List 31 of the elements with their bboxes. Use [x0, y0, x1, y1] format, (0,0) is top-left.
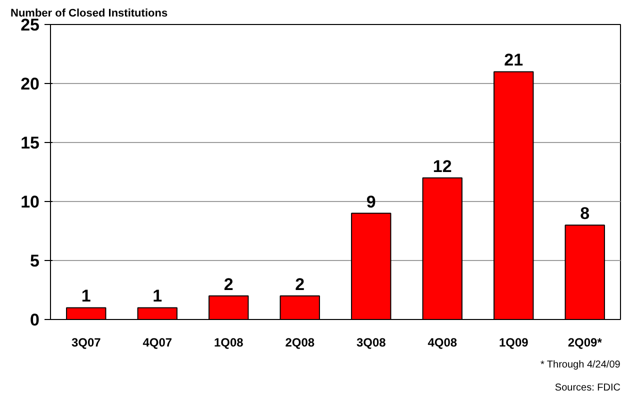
x-tick-label: 2Q09* [568, 336, 602, 350]
data-label: 21 [504, 50, 524, 70]
data-label: 2 [295, 274, 305, 294]
y-tick-label: 15 [20, 134, 40, 152]
bar [208, 295, 249, 320]
x-tick-label: 1Q08 [214, 336, 244, 350]
data-label: 1 [81, 286, 91, 306]
text: * Through 4/24/09 [540, 360, 621, 370]
y-tick-label: 20 [20, 74, 40, 94]
y-tick-label: 10 [20, 192, 40, 212]
y-tick-label: 0 [30, 310, 40, 330]
bar [280, 295, 320, 320]
data-label: 1 [152, 286, 162, 306]
x-tick-label: 2Q08 [285, 336, 315, 350]
data-label: 12 [432, 156, 452, 176]
bar [422, 177, 462, 320]
data-label: 8 [580, 204, 590, 224]
bar [564, 224, 605, 320]
bar [351, 212, 392, 320]
x-tick-label: 3Q07 [71, 336, 102, 350]
x-tick-label: 1Q09 [498, 336, 529, 350]
y-tick-label: 5 [30, 252, 40, 270]
bar [137, 307, 178, 320]
data-label: 2 [224, 274, 234, 294]
x-tick-label: 4Q08 [428, 336, 458, 350]
bar [66, 307, 106, 320]
x-tick-label: 3Q08 [356, 336, 386, 350]
x-tick-label: 4Q07 [142, 336, 172, 350]
bar [494, 71, 534, 320]
source-note: Sources: FDIC [554, 382, 621, 394]
data-label: 9 [366, 192, 376, 212]
